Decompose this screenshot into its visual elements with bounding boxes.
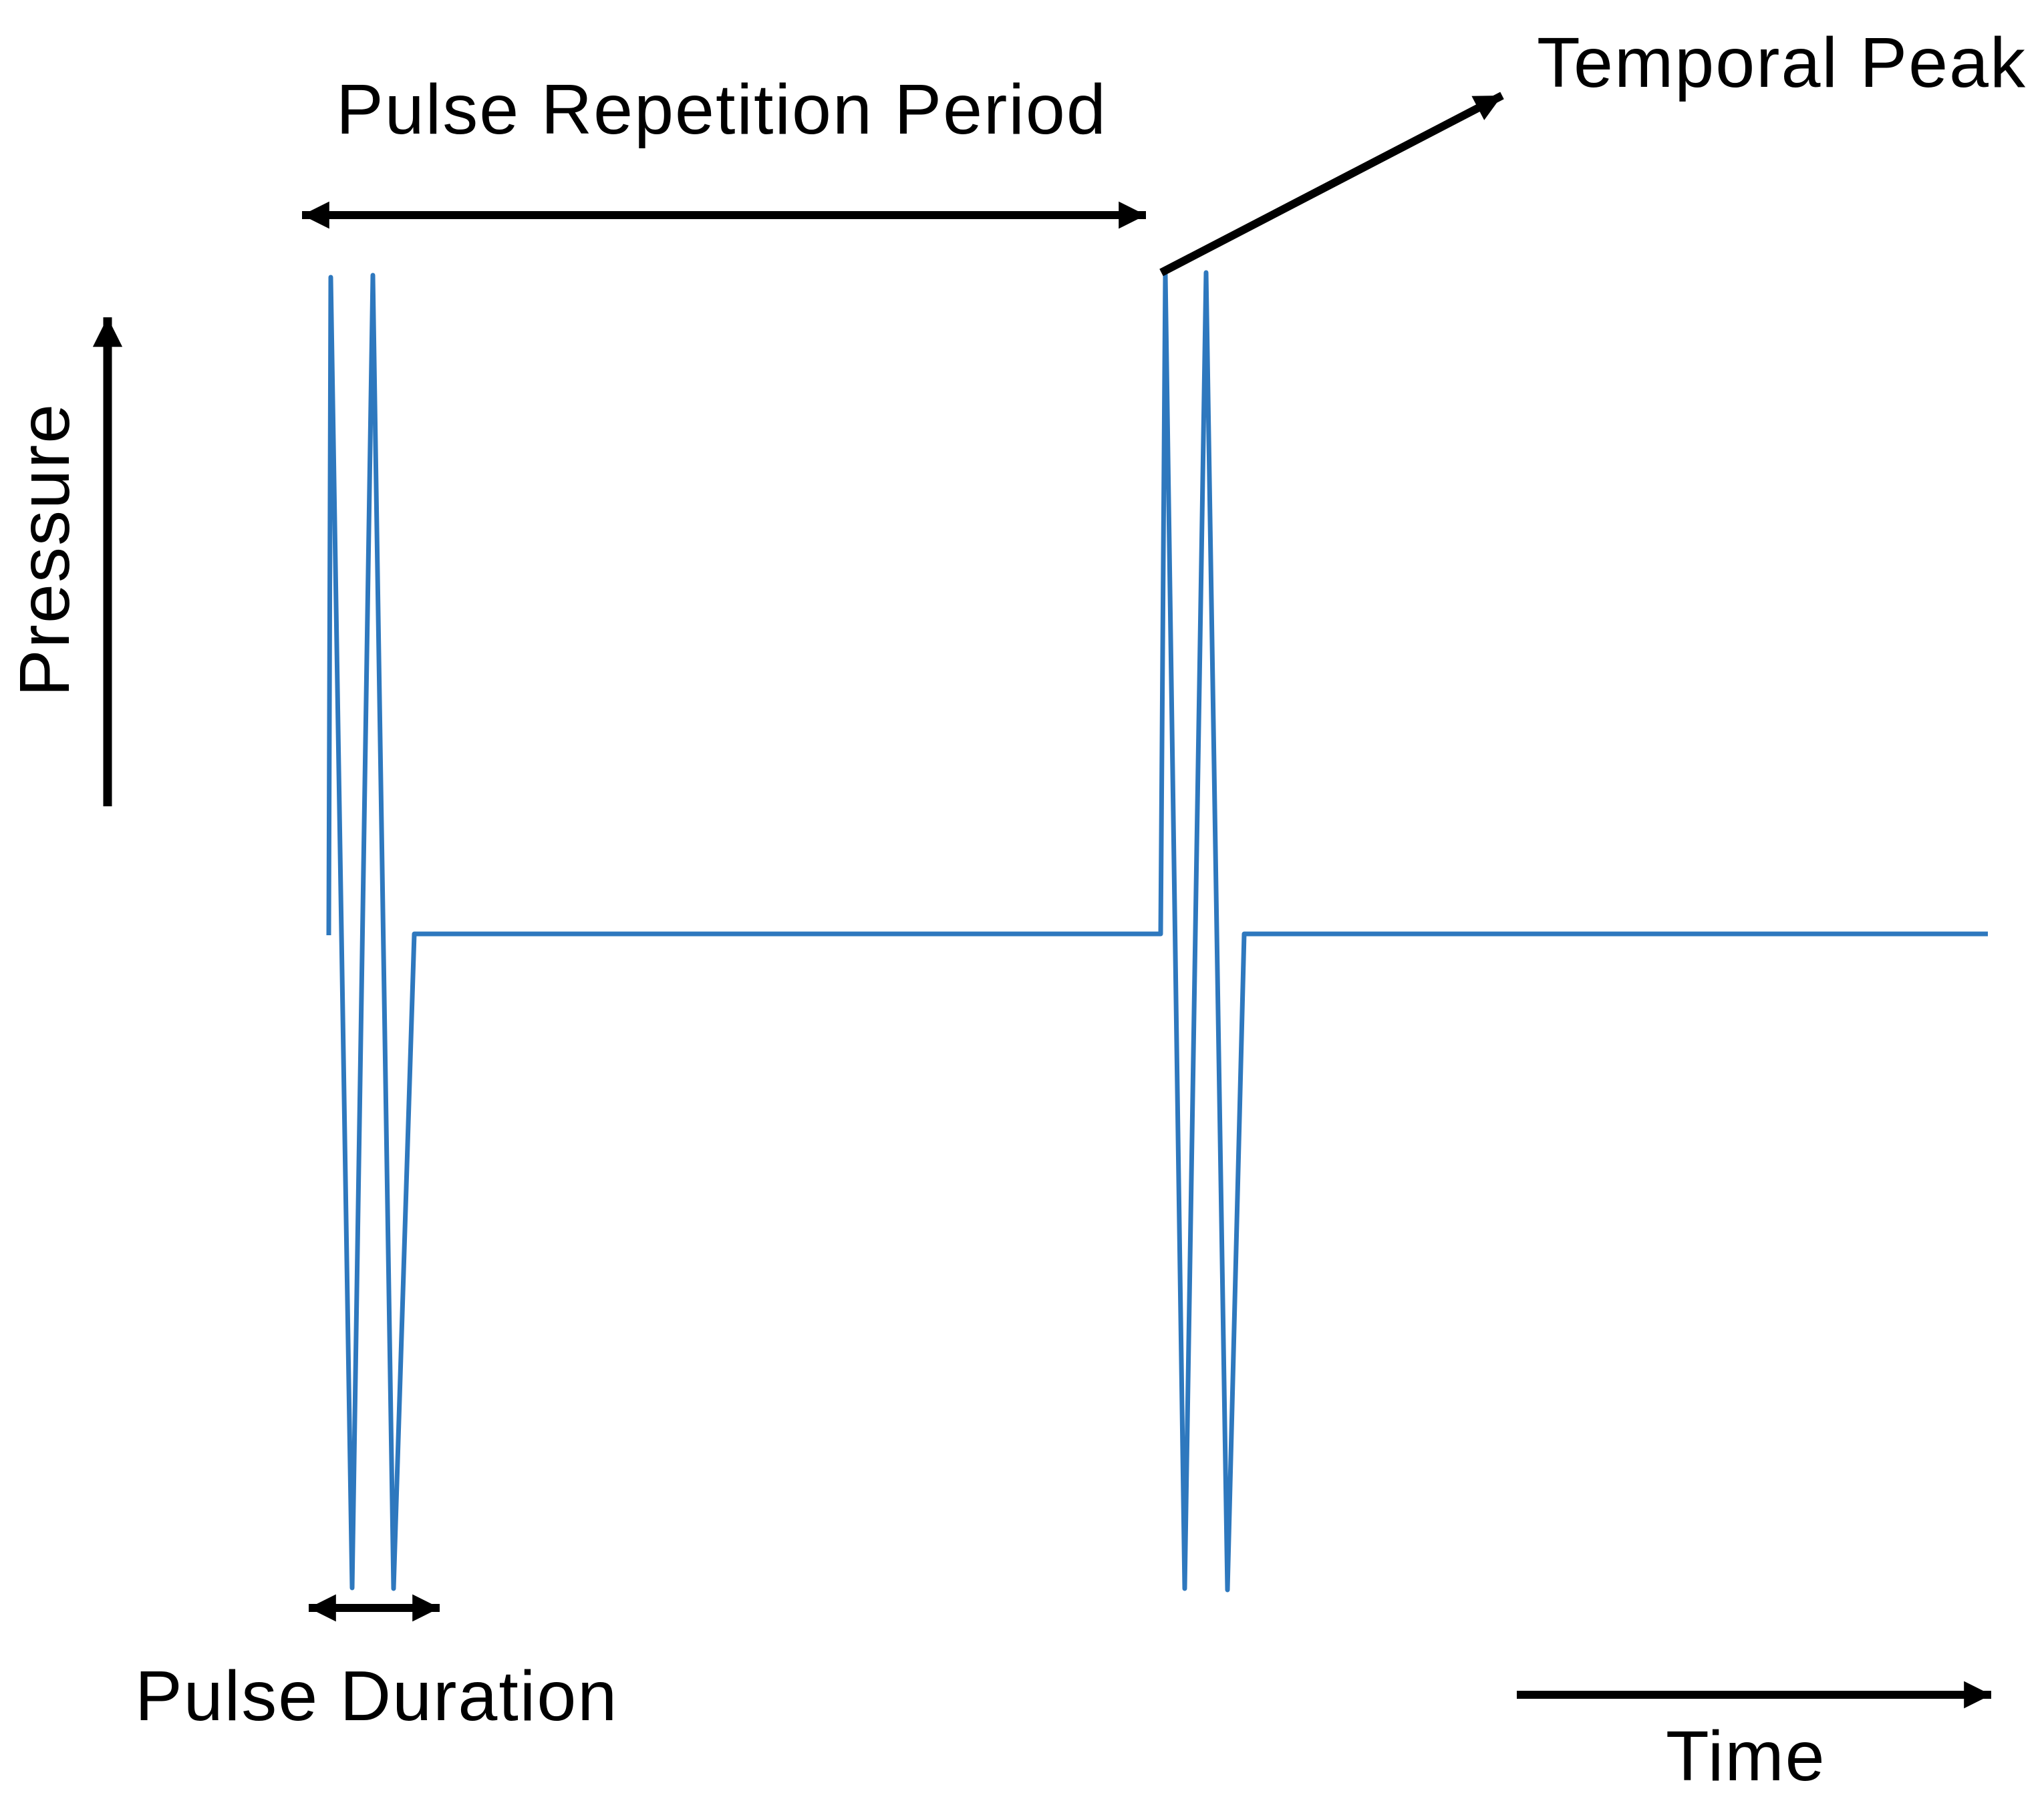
pulse-repetition-period-label: Pulse Repetition Period: [336, 70, 1107, 149]
temporal-peak-label: Temporal Peak: [1537, 23, 2027, 102]
pulse-duration-label: Pulse Duration: [135, 1657, 618, 1736]
pressure-waveform: [326, 270, 1988, 1593]
time-axis-label: Time: [1666, 1717, 1826, 1796]
temporal-peak-arrow: [1159, 92, 1504, 277]
pressure-axis-label: Pressure: [5, 403, 84, 697]
